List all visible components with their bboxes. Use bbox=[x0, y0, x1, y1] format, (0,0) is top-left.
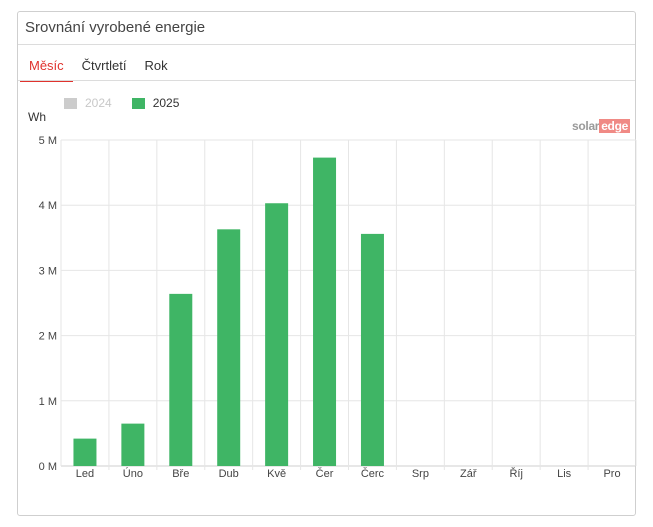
brand-text-edge: edge bbox=[599, 119, 630, 133]
tab-month[interactable]: Měsíc bbox=[20, 52, 73, 82]
y-tick-label: 1 M bbox=[39, 396, 57, 408]
x-tick-label: Zář bbox=[460, 468, 477, 480]
x-tick-label: Čerc bbox=[361, 467, 385, 480]
bar-led[interactable] bbox=[73, 438, 97, 466]
x-tick-label: Bře bbox=[172, 468, 189, 480]
x-tick-label: Pro bbox=[603, 468, 620, 480]
tab-year[interactable]: Rok bbox=[144, 58, 168, 73]
chart-bars bbox=[73, 157, 384, 466]
chart-legend: 2024 2025 bbox=[64, 96, 199, 110]
x-tick-label: Čer bbox=[316, 467, 334, 480]
x-tick-label: Srp bbox=[412, 468, 429, 480]
legend-swatch-2025 bbox=[131, 97, 145, 109]
y-axis-unit: Wh bbox=[28, 110, 46, 124]
legend-item-2025[interactable]: 2025 bbox=[131, 96, 180, 110]
tab-quarter[interactable]: Čtvrtletí bbox=[81, 58, 127, 73]
legend-label-2024: 2024 bbox=[85, 96, 112, 110]
y-tick-label: 4 M bbox=[39, 200, 57, 212]
bar-čerc[interactable] bbox=[360, 233, 384, 466]
legend-label-2025: 2025 bbox=[152, 96, 180, 110]
title-divider bbox=[18, 44, 635, 45]
period-tabs: Měsíc Čtvrtletí Rok bbox=[20, 52, 177, 82]
x-tick-label: Lis bbox=[557, 468, 572, 480]
solaredge-logo: solar edge bbox=[572, 119, 630, 133]
x-tick-label: Kvě bbox=[267, 468, 286, 480]
bar-kvě[interactable] bbox=[265, 203, 289, 466]
bar-bře[interactable] bbox=[169, 293, 193, 466]
x-axis-labels: Led Úno Bře Dub Kvě Čer Čerc Srp Zář Říj Lis Pro bbox=[76, 467, 621, 480]
bar-čer[interactable] bbox=[313, 157, 337, 466]
legend-item-2024[interactable]: 2024 bbox=[64, 96, 112, 110]
x-tick-label: Dub bbox=[219, 468, 239, 480]
y-tick-label: 3 M bbox=[39, 265, 57, 277]
brand-text-solar: solar bbox=[572, 119, 600, 133]
y-tick-label: 2 M bbox=[39, 331, 57, 343]
x-tick-label: Úno bbox=[123, 467, 143, 480]
panel-title: Srovnání vyrobené energie bbox=[25, 19, 206, 36]
tabs-divider bbox=[18, 80, 635, 81]
bar-úno[interactable] bbox=[121, 423, 145, 466]
x-tick-label: Led bbox=[76, 468, 94, 480]
y-axis-labels: 0 M 1 M 2 M 3 M 4 M 5 M bbox=[39, 135, 57, 473]
y-tick-label: 0 M bbox=[39, 461, 57, 473]
x-tick-label: Říj bbox=[509, 467, 522, 480]
chart-grid bbox=[60, 139, 637, 470]
bar-dub[interactable] bbox=[217, 229, 241, 466]
legend-swatch-2024 bbox=[64, 97, 77, 109]
y-tick-label: 5 M bbox=[39, 135, 57, 147]
